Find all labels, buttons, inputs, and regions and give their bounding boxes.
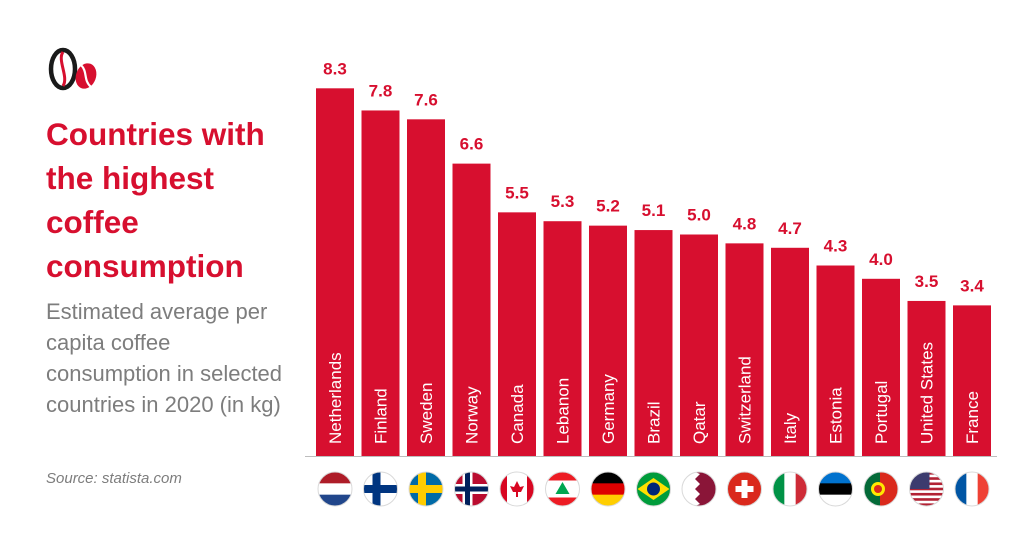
germany-flag-icon	[591, 472, 625, 506]
sweden-flag-icon	[409, 472, 443, 506]
bar-italy	[771, 247, 809, 456]
bar-germany	[589, 225, 627, 456]
bar-canada	[498, 212, 536, 456]
category-label-portugal: Portugal	[872, 381, 891, 444]
category-label-canada: Canada	[508, 384, 527, 444]
portugal-flag-icon	[864, 472, 898, 506]
value-label-united-states: 3.5	[915, 272, 939, 291]
united-states-flag-icon	[909, 472, 944, 506]
value-label-canada: 5.5	[505, 183, 529, 202]
value-label-germany: 5.2	[596, 197, 620, 216]
value-label-france: 3.4	[960, 276, 984, 295]
bar-lebanon	[543, 221, 582, 456]
value-label-portugal: 4.0	[869, 250, 893, 269]
category-label-germany: Germany	[599, 374, 618, 444]
category-label-united-states: United States	[918, 342, 937, 444]
bar-sweden	[407, 119, 445, 456]
bar-netherlands	[316, 88, 354, 456]
bar-switzerland	[725, 243, 764, 456]
value-label-norway: 6.6	[460, 135, 484, 154]
category-label-france: France	[963, 391, 982, 444]
bar-portugal	[862, 278, 900, 456]
category-label-norway: Norway	[463, 386, 482, 444]
source-note: Source: statista.com	[46, 470, 182, 487]
category-label-lebanon: Lebanon	[554, 378, 573, 444]
category-label-finland: Finland	[372, 388, 391, 444]
brazil-flag-icon	[636, 472, 671, 506]
value-label-netherlands: 8.3	[323, 59, 347, 78]
estonia-flag-icon	[818, 472, 853, 506]
chart-title: Countries with the highest coffee consum…	[46, 116, 265, 284]
netherlands-flag-icon	[318, 472, 352, 506]
switzerland-flag-icon	[727, 472, 762, 506]
category-label-switzerland: Switzerland	[736, 356, 755, 444]
value-label-finland: 7.8	[369, 81, 393, 100]
category-label-netherlands: Netherlands	[326, 352, 345, 444]
category-label-brazil: Brazil	[645, 401, 664, 444]
bar-estonia	[816, 265, 855, 456]
bar-norway	[452, 163, 491, 456]
italy-flag-icon	[773, 472, 807, 506]
value-label-sweden: 7.6	[414, 90, 438, 109]
category-label-sweden: Sweden	[417, 383, 436, 444]
value-label-estonia: 4.3	[824, 237, 848, 256]
value-label-italy: 4.7	[778, 219, 802, 238]
category-label-estonia: Estonia	[827, 387, 846, 444]
qatar-flag-icon	[682, 472, 716, 506]
france-flag-icon	[955, 472, 989, 506]
norway-flag-icon	[454, 472, 489, 506]
canada-flag-icon	[500, 472, 534, 506]
bar-brazil	[634, 230, 673, 456]
value-label-brazil: 5.1	[642, 201, 666, 220]
finland-flag-icon	[363, 472, 398, 506]
value-label-switzerland: 4.8	[733, 214, 757, 233]
coffee-beans-icon	[48, 47, 97, 91]
bar-france	[953, 305, 991, 456]
value-label-lebanon: 5.3	[551, 192, 575, 211]
category-label-qatar: Qatar	[690, 401, 709, 444]
lebanon-flag-icon	[545, 472, 580, 506]
bar-qatar	[680, 234, 718, 456]
category-label-italy: Italy	[781, 412, 800, 444]
bar-united-states	[907, 300, 946, 456]
chart-subtitle: Estimated average per capita coffee cons…	[46, 299, 283, 417]
bar-finland	[361, 110, 400, 457]
value-label-qatar: 5.0	[687, 206, 711, 225]
